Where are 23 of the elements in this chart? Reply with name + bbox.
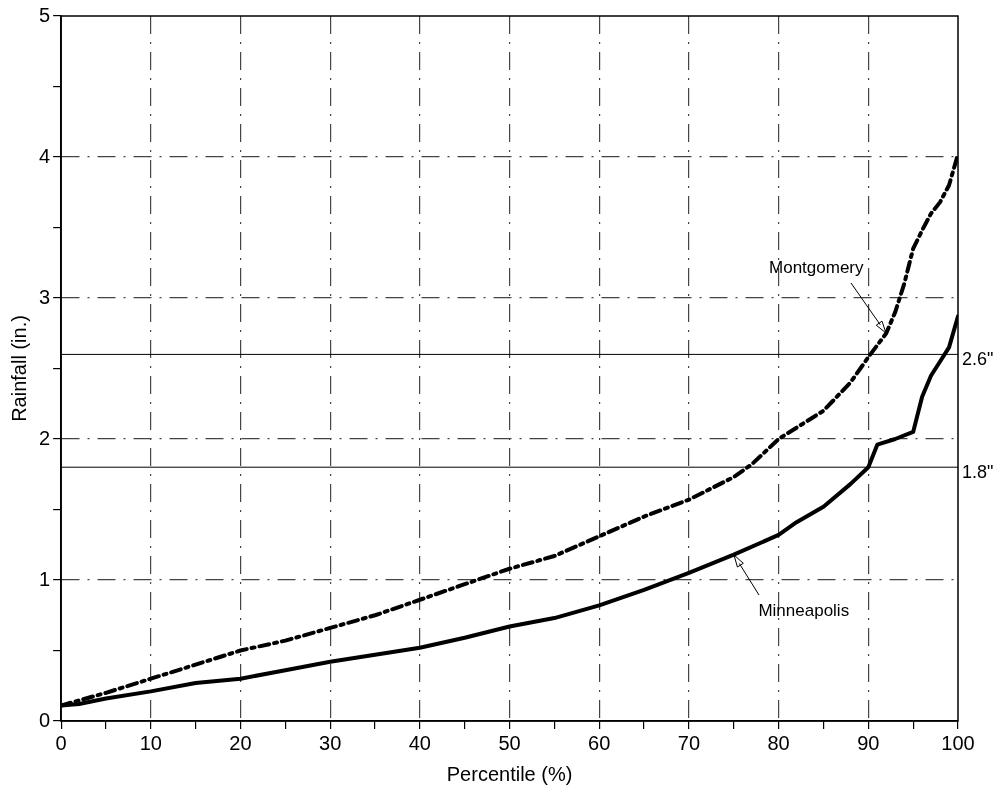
x-tick-label: 30 xyxy=(319,731,342,754)
ref-line-label: 1.8" xyxy=(962,462,994,483)
x-tick-label: 10 xyxy=(139,731,162,754)
x-tick-label: 40 xyxy=(408,731,431,754)
y-tick-label: 4 xyxy=(39,144,51,167)
x-tick-label: 20 xyxy=(229,731,252,754)
x-tick-label: 90 xyxy=(857,731,880,754)
x-tick-label: 100 xyxy=(941,731,975,754)
x-tick-label: 60 xyxy=(588,731,611,754)
x-tick-label: 70 xyxy=(677,731,701,754)
y-axis-title: Rainfall (in.) xyxy=(7,315,30,422)
y-tick-label: 2 xyxy=(39,426,51,449)
x-tick-label: 80 xyxy=(767,731,790,754)
ref-line-label: 2.6" xyxy=(962,349,994,370)
x-tick-label: 50 xyxy=(498,731,521,754)
y-tick-label: 5 xyxy=(39,3,51,26)
x-axis-title: Percentile (%) xyxy=(446,762,573,785)
text: Montgomery xyxy=(769,258,864,278)
y-tick-label: 0 xyxy=(39,708,51,731)
x-tick-label: 0 xyxy=(55,731,67,754)
legend-label: Minneapolis xyxy=(758,600,850,620)
y-tick-label: 1 xyxy=(39,567,51,590)
y-tick-label: 3 xyxy=(39,285,51,308)
